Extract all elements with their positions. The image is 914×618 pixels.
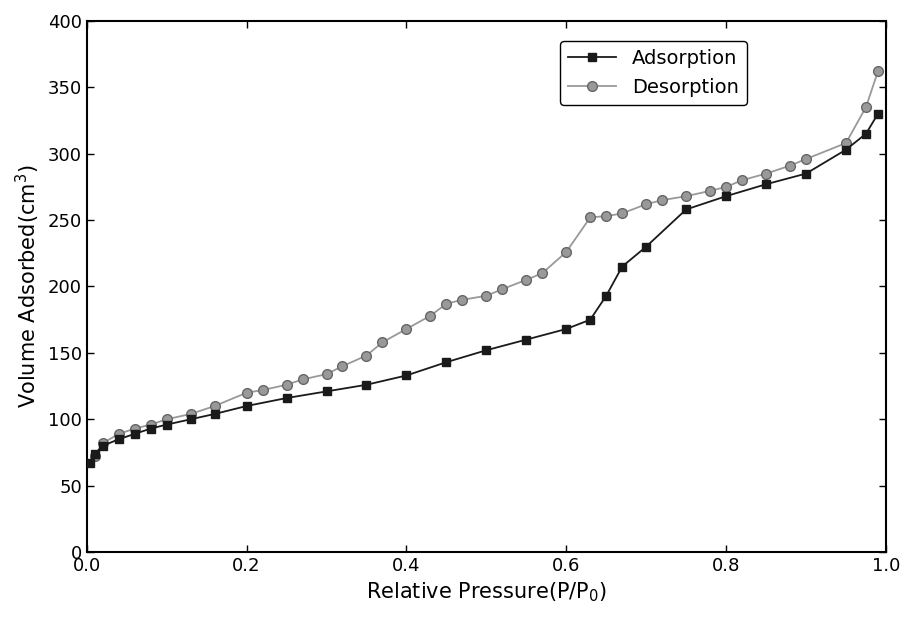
Adsorption (561, 325, 572, 332)
Desorption (161, 415, 172, 423)
Desorption (441, 300, 452, 308)
Desorption (760, 170, 771, 177)
Desorption (521, 276, 532, 284)
Desorption (784, 162, 795, 169)
Adsorption (720, 192, 731, 200)
Desorption (860, 103, 871, 111)
Line: Adsorption: Adsorption (86, 109, 882, 467)
Desorption (186, 410, 197, 418)
Desorption (617, 210, 628, 217)
Adsorption (401, 372, 412, 379)
Adsorption (321, 387, 332, 395)
Desorption (209, 402, 220, 410)
Desorption (561, 248, 572, 256)
Adsorption (481, 347, 492, 354)
Adsorption (641, 243, 652, 250)
Desorption (457, 296, 468, 303)
Adsorption (186, 415, 197, 423)
Adsorption (441, 358, 452, 366)
Adsorption (521, 336, 532, 344)
Adsorption (585, 316, 596, 323)
Desorption (720, 183, 731, 190)
Desorption (90, 453, 101, 460)
Adsorption (617, 263, 628, 270)
Adsorption (681, 206, 692, 213)
Desorption (129, 425, 140, 433)
Y-axis label: Volume Adsorbed(cm$^3$): Volume Adsorbed(cm$^3$) (14, 165, 42, 408)
Desorption (377, 339, 388, 346)
Desorption (241, 389, 252, 396)
Adsorption (129, 430, 140, 438)
Adsorption (145, 425, 156, 433)
Desorption (361, 352, 372, 359)
Desorption (873, 67, 884, 75)
Desorption (537, 269, 547, 277)
Desorption (600, 213, 611, 220)
Adsorption (209, 410, 220, 418)
Desorption (681, 192, 692, 200)
Desorption (321, 370, 332, 378)
Desorption (425, 312, 436, 320)
Desorption (841, 139, 852, 146)
Desorption (497, 286, 508, 293)
Desorption (801, 155, 812, 163)
Desorption (705, 187, 716, 195)
Adsorption (84, 459, 95, 467)
Desorption (113, 430, 124, 438)
Adsorption (801, 170, 812, 177)
Line: Desorption: Desorption (90, 67, 883, 462)
Desorption (585, 214, 596, 221)
Adsorption (841, 146, 852, 153)
Adsorption (161, 421, 172, 428)
Desorption (337, 363, 348, 370)
Desorption (641, 200, 652, 208)
Adsorption (361, 381, 372, 389)
Adsorption (760, 180, 771, 188)
Desorption (737, 177, 748, 184)
Adsorption (97, 442, 108, 449)
Desorption (97, 439, 108, 447)
Desorption (297, 376, 308, 383)
Desorption (401, 325, 412, 332)
Adsorption (113, 436, 124, 443)
Adsorption (90, 450, 101, 457)
Adsorption (600, 292, 611, 300)
Desorption (481, 292, 492, 300)
Adsorption (241, 402, 252, 410)
Desorption (257, 386, 268, 394)
Desorption (282, 381, 292, 389)
Desorption (145, 421, 156, 428)
Legend: Adsorption, Desorption: Adsorption, Desorption (560, 41, 747, 104)
Adsorption (860, 130, 871, 137)
X-axis label: Relative Pressure(P/P$_0$): Relative Pressure(P/P$_0$) (366, 580, 607, 604)
Adsorption (873, 110, 884, 117)
Desorption (656, 197, 667, 204)
Adsorption (282, 394, 292, 402)
